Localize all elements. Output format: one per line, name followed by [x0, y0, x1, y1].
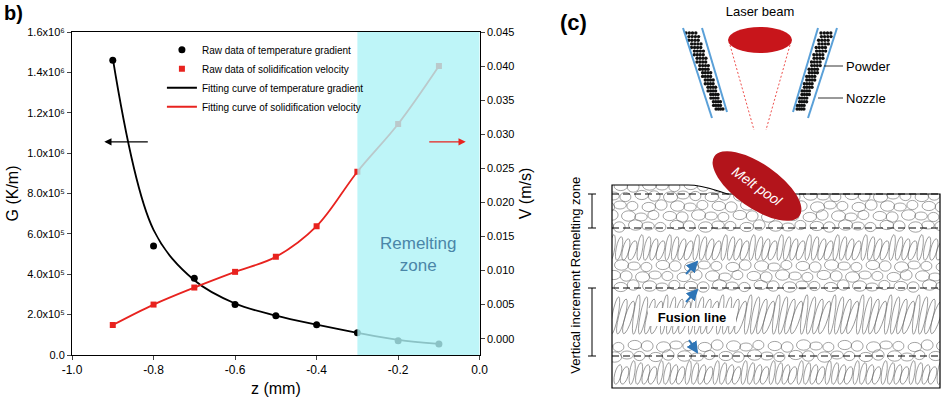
svg-text:0.005: 0.005	[487, 298, 515, 310]
svg-text:1.2x10⁶: 1.2x10⁶	[27, 107, 65, 119]
svg-text:4.0x10⁵: 4.0x10⁵	[27, 268, 65, 280]
svg-text:1.0x10⁶: 1.0x10⁶	[27, 147, 65, 159]
svg-text:Nozzle: Nozzle	[846, 91, 886, 106]
svg-text:0.010: 0.010	[487, 264, 515, 276]
svg-text:0.015: 0.015	[487, 230, 515, 242]
svg-text:Remelting zone: Remelting zone	[568, 177, 583, 267]
svg-text:0.020: 0.020	[487, 196, 515, 208]
svg-text:Raw data of temperature gradie: Raw data of temperature gradient	[202, 45, 351, 56]
svg-text:Fitting curve of solidificatio: Fitting curve of solidification velocity	[202, 102, 361, 113]
svg-text:-0.4: -0.4	[306, 363, 327, 377]
svg-text:-0.8: -0.8	[143, 363, 164, 377]
svg-text:1.4x10⁶: 1.4x10⁶	[27, 66, 65, 78]
svg-text:0.0: 0.0	[471, 363, 488, 377]
svg-text:b): b)	[4, 2, 23, 24]
svg-text:0.000: 0.000	[487, 333, 515, 345]
svg-text:Vertical increment: Vertical increment	[568, 270, 583, 374]
svg-text:z (mm): z (mm)	[251, 380, 301, 397]
svg-text:-0.2: -0.2	[388, 363, 409, 377]
svg-text:0.0: 0.0	[50, 349, 65, 361]
svg-text:Fitting curve of temperature g: Fitting curve of temperature gradient	[202, 83, 363, 94]
svg-text:0.045: 0.045	[487, 26, 515, 38]
svg-text:Laser beam: Laser beam	[726, 4, 795, 19]
svg-text:Remeltingzone: Remeltingzone	[380, 234, 457, 275]
svg-text:1.6x10⁶: 1.6x10⁶	[27, 26, 65, 38]
svg-text:Fusion line: Fusion line	[658, 310, 727, 325]
svg-text:G (K/m): G (K/m)	[4, 166, 21, 222]
svg-text:0.030: 0.030	[487, 128, 515, 140]
svg-text:-0.6: -0.6	[225, 363, 246, 377]
svg-text:Melt pool: Melt pool	[729, 163, 785, 209]
svg-text:6.0x10⁵: 6.0x10⁵	[27, 228, 65, 240]
svg-text:Powder: Powder	[846, 59, 891, 74]
svg-text:(c): (c)	[560, 10, 587, 35]
svg-text:Raw data of solidification vel: Raw data of solidification velocity	[202, 64, 349, 75]
svg-text:8.0x10⁵: 8.0x10⁵	[27, 187, 65, 199]
svg-text:0.025: 0.025	[487, 162, 515, 174]
svg-text:-1.0: -1.0	[62, 363, 83, 377]
svg-text:0.040: 0.040	[487, 60, 515, 72]
svg-text:0.035: 0.035	[487, 94, 515, 106]
svg-text:2.0x10⁵: 2.0x10⁵	[27, 308, 65, 320]
svg-text:V (m/s): V (m/s)	[517, 168, 534, 220]
